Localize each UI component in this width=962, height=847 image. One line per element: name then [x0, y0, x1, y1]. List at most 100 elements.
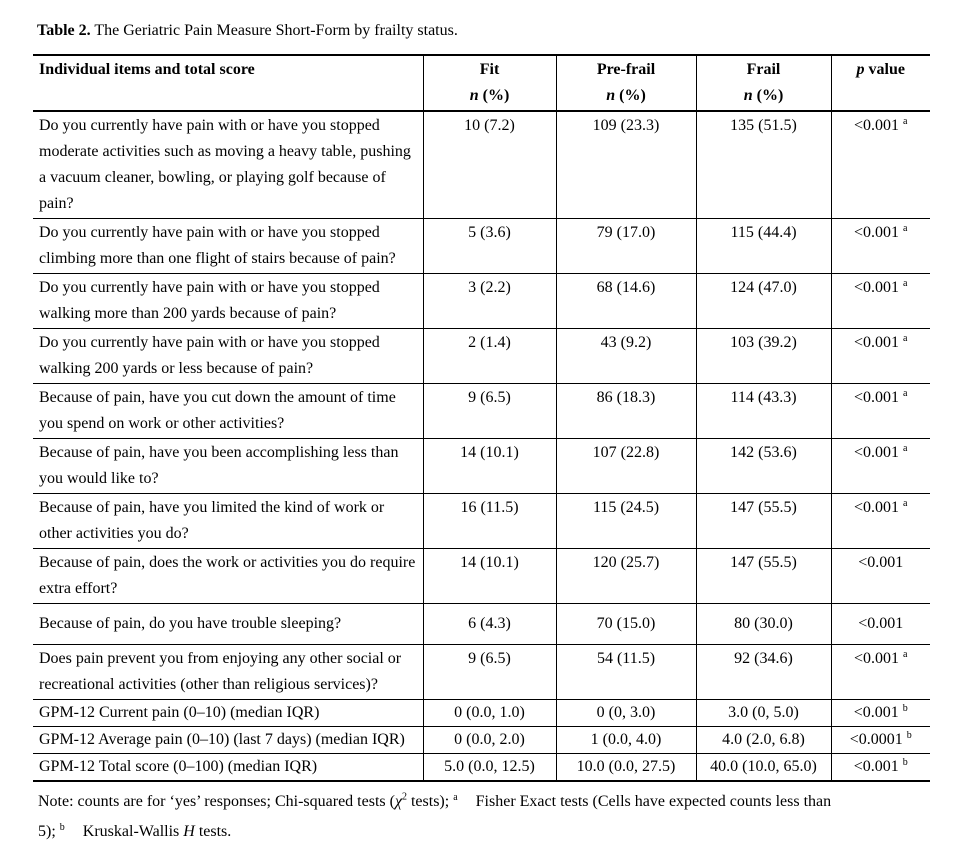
- prefrail-cell: 86 (18.3): [555, 383, 696, 439]
- pvalue-cell: <0.001 a: [830, 493, 930, 549]
- prefrail-cell: 68 (14.6): [555, 273, 696, 329]
- table-row: Do you currently have pain with or have …: [33, 111, 930, 219]
- prefrail-cell: 70 (15.0): [555, 603, 696, 645]
- pvalue-cell: <0.001 a: [830, 438, 930, 494]
- question-cell: Do you currently have pain with or have …: [33, 218, 423, 274]
- table-header: Individual items and total score Fit n (…: [33, 54, 930, 112]
- question-cell: Do you currently have pain with or have …: [33, 111, 423, 219]
- prefrail-cell: 54 (11.5): [555, 644, 696, 700]
- fit-cell: 6 (4.3): [422, 603, 556, 645]
- significance-marker: a: [903, 497, 908, 509]
- table-row: GPM-12 Average pain (0–10) (last 7 days)…: [33, 726, 930, 754]
- frail-cell: 103 (39.2): [695, 328, 831, 384]
- pvalue-cell: <0.001 a: [830, 328, 930, 384]
- frail-cell: 3.0 (0, 5.0): [695, 699, 831, 727]
- table-row: Do you currently have pain with or have …: [33, 218, 930, 274]
- col-header-frail-name: Frail: [746, 61, 781, 78]
- frail-cell: 124 (47.0): [695, 273, 831, 329]
- frail-cell: 147 (55.5): [695, 493, 831, 549]
- table-row: GPM-12 Total score (0–100) (median IQR) …: [33, 753, 930, 782]
- table-note: Note: counts are for ‘yes’ responses; Ch…: [38, 791, 832, 840]
- pvalue-cell: <0.001 b: [830, 699, 930, 727]
- frail-cell: 115 (44.4): [695, 218, 831, 274]
- pvalue-cell: <0.001 a: [830, 218, 930, 274]
- question-cell: Because of pain, do you have trouble sle…: [33, 603, 423, 645]
- fit-cell: 9 (6.5): [422, 644, 556, 700]
- page-title: Table 2. The Geriatric Pain Measure Shor…: [37, 20, 930, 42]
- fit-cell: 16 (11.5): [422, 493, 556, 549]
- pvalue-cell: <0.001 a: [830, 383, 930, 439]
- table-row: Because of pain, have you limited the ki…: [33, 493, 930, 549]
- footnote-marker-b: b: [59, 821, 65, 833]
- frail-cell: 142 (53.6): [695, 438, 831, 494]
- footnote-marker-a: a: [453, 791, 458, 803]
- pvalue-cell: <0.001: [830, 603, 930, 645]
- frail-cell: 114 (43.3): [695, 383, 831, 439]
- frail-cell: 80 (30.0): [695, 603, 831, 645]
- question-cell: Do you currently have pain with or have …: [33, 328, 423, 384]
- significance-marker: a: [903, 277, 908, 289]
- h-statistic-symbol: H: [183, 823, 195, 840]
- question-cell: Because of pain, does the work or activi…: [33, 548, 423, 604]
- fit-cell: 10 (7.2): [422, 111, 556, 219]
- prefrail-cell: 109 (23.3): [555, 111, 696, 219]
- prefrail-cell: 10.0 (0.0, 27.5): [555, 753, 696, 782]
- frail-cell: 92 (34.6): [695, 644, 831, 700]
- pvalue-cell: <0.001: [830, 548, 930, 604]
- prefrail-cell: 115 (24.5): [555, 493, 696, 549]
- prefrail-cell: 120 (25.7): [555, 548, 696, 604]
- col-header-items: Individual items and total score: [33, 54, 423, 112]
- fit-cell: 3 (2.2): [422, 273, 556, 329]
- significance-marker: a: [903, 442, 908, 454]
- prefrail-cell: 43 (9.2): [555, 328, 696, 384]
- fit-cell: 2 (1.4): [422, 328, 556, 384]
- table-row: Does pain prevent you from enjoying any …: [33, 644, 930, 700]
- frail-cell: 40.0 (10.0, 65.0): [695, 753, 831, 782]
- question-cell: GPM-12 Average pain (0–10) (last 7 days)…: [33, 726, 423, 754]
- prefrail-cell: 1 (0.0, 4.0): [555, 726, 696, 754]
- frailty-table: Individual items and total score Fit n (…: [33, 54, 930, 782]
- frail-cell: 4.0 (2.0, 6.8): [695, 726, 831, 754]
- table-caption: The Geriatric Pain Measure Short-Form by…: [90, 22, 458, 39]
- significance-marker: a: [903, 115, 908, 127]
- frail-cell: 135 (51.5): [695, 111, 831, 219]
- col-header-prefrail-sub: n (%): [606, 87, 646, 104]
- header-row: Individual items and total score Fit n (…: [33, 54, 930, 112]
- fit-cell: 14 (10.1): [422, 548, 556, 604]
- table-row: Because of pain, do you have trouble sle…: [33, 603, 930, 645]
- question-cell: Because of pain, have you cut down the a…: [33, 383, 423, 439]
- frail-cell: 147 (55.5): [695, 548, 831, 604]
- col-header-fit-name: Fit: [479, 61, 500, 78]
- question-cell: Because of pain, have you limited the ki…: [33, 493, 423, 549]
- prefrail-cell: 79 (17.0): [555, 218, 696, 274]
- fit-cell: 0 (0.0, 2.0): [422, 726, 556, 754]
- fit-cell: 14 (10.1): [422, 438, 556, 494]
- fit-cell: 5.0 (0.0, 12.5): [422, 753, 556, 782]
- pvalue-cell: <0.001 a: [830, 111, 930, 219]
- table-row: Because of pain, does the work or activi…: [33, 548, 930, 604]
- question-cell: GPM-12 Current pain (0–10) (median IQR): [33, 699, 423, 727]
- significance-marker: a: [903, 648, 908, 660]
- prefrail-cell: 107 (22.8): [555, 438, 696, 494]
- table-row: GPM-12 Current pain (0–10) (median IQR) …: [33, 699, 930, 727]
- fit-cell: 5 (3.6): [422, 218, 556, 274]
- fit-cell: 9 (6.5): [422, 383, 556, 439]
- question-cell: GPM-12 Total score (0–100) (median IQR): [33, 753, 423, 782]
- significance-marker: a: [903, 222, 908, 234]
- question-cell: Do you currently have pain with or have …: [33, 273, 423, 329]
- significance-marker: a: [903, 332, 908, 344]
- significance-marker: b: [906, 729, 912, 741]
- pvalue-cell: <0.0001 b: [830, 726, 930, 754]
- question-cell: Because of pain, have you been accomplis…: [33, 438, 423, 494]
- pvalue-cell: <0.001 b: [830, 753, 930, 782]
- col-header-frail: Frail n (%): [695, 54, 831, 112]
- pvalue-cell: <0.001 a: [830, 644, 930, 700]
- col-header-prefrail-name: Pre-frail: [596, 61, 656, 78]
- col-header-frail-sub: n (%): [743, 87, 784, 104]
- table-number-label: Table 2.: [37, 22, 91, 39]
- chi-symbol: χ: [394, 793, 402, 810]
- col-header-fit-sub: n (%): [469, 87, 510, 104]
- prefrail-cell: 0 (0, 3.0): [555, 699, 696, 727]
- significance-marker: a: [903, 387, 908, 399]
- table-row: Do you currently have pain with or have …: [33, 328, 930, 384]
